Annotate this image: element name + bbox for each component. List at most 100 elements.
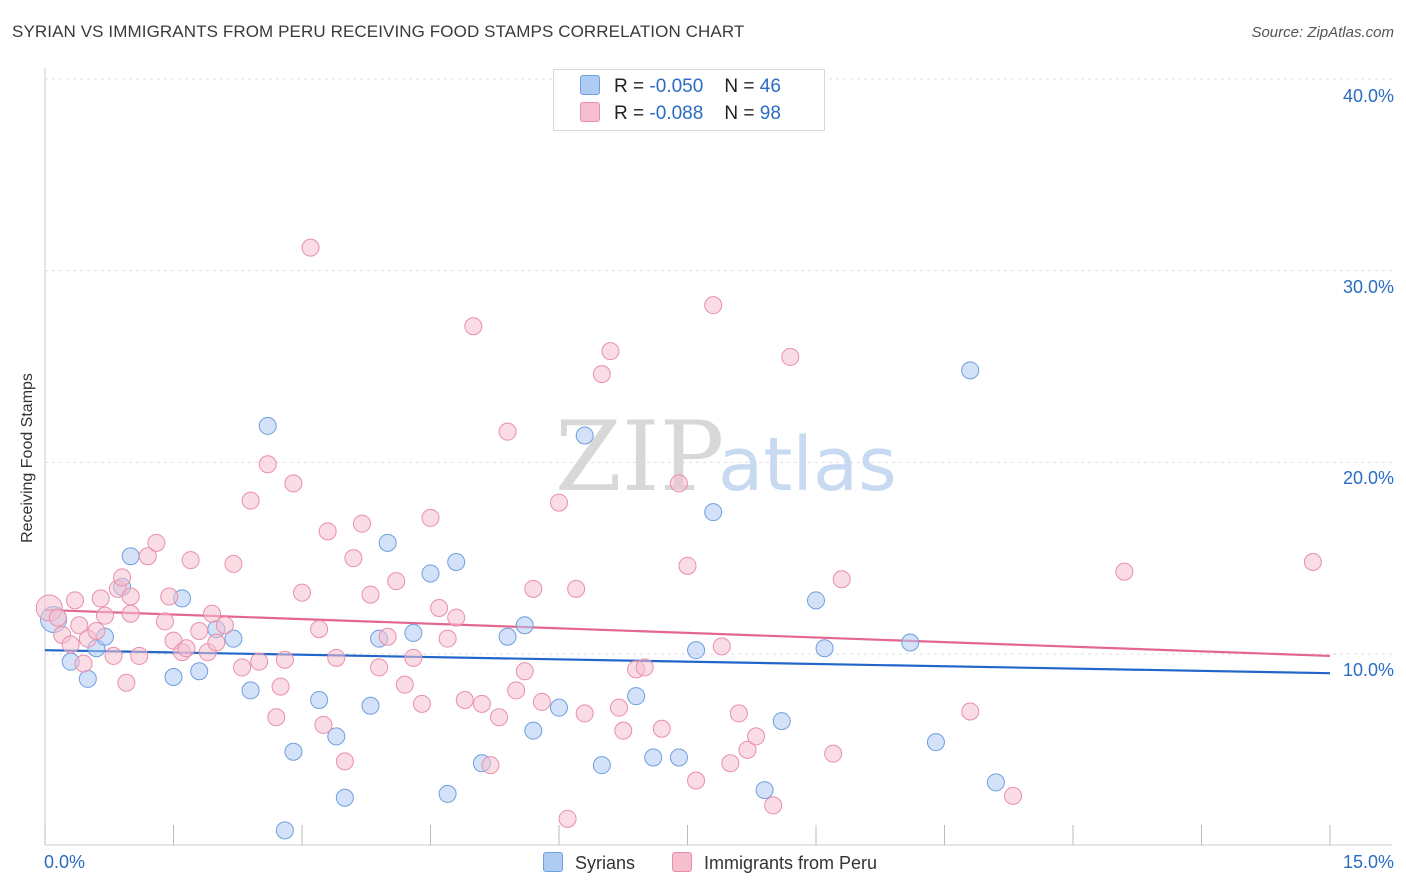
data-point-peru bbox=[147, 533, 166, 552]
data-point-peru bbox=[961, 702, 980, 721]
data-point-peru bbox=[404, 648, 423, 667]
data-point-peru bbox=[335, 752, 354, 771]
data-point-peru bbox=[70, 616, 89, 635]
data-point-peru bbox=[352, 514, 371, 533]
chart-title: SYRIAN VS IMMIGRANTS FROM PERU RECEIVING… bbox=[12, 22, 745, 41]
data-point-peru bbox=[738, 740, 757, 759]
data-point-syrians bbox=[704, 503, 723, 522]
data-point-peru bbox=[74, 654, 93, 673]
data-point-syrians bbox=[327, 727, 346, 746]
data-point-peru bbox=[203, 604, 222, 623]
data-point-peru bbox=[575, 704, 594, 723]
data-point-syrians bbox=[926, 733, 945, 752]
data-point-peru bbox=[472, 694, 491, 713]
data-point-peru bbox=[48, 608, 67, 627]
data-point-syrians bbox=[644, 748, 663, 767]
data-point-peru bbox=[1303, 553, 1322, 571]
legend-row-peru: R = -0.088 N = 98 bbox=[580, 102, 781, 125]
data-point-peru bbox=[177, 639, 196, 658]
data-point-peru bbox=[61, 635, 80, 654]
data-point-peru bbox=[515, 662, 534, 681]
data-point-peru bbox=[592, 365, 611, 384]
data-point-syrians bbox=[901, 633, 920, 652]
y-axis-label: Receiving Food Stamps bbox=[19, 373, 36, 543]
legend-row-syrians: R = -0.050 N = 46 bbox=[580, 75, 781, 98]
data-point-peru bbox=[181, 551, 200, 570]
data-point-peru bbox=[614, 721, 633, 740]
data-point-peru bbox=[284, 474, 303, 493]
legend-swatch-peru bbox=[580, 102, 600, 122]
data-point-syrians bbox=[310, 691, 329, 709]
series-peru bbox=[35, 238, 1322, 828]
data-point-peru bbox=[558, 809, 577, 828]
watermark: ZIP atlas bbox=[555, 401, 897, 513]
data-point-syrians bbox=[592, 756, 611, 775]
data-point-peru bbox=[490, 708, 509, 727]
data-point-peru bbox=[138, 547, 157, 566]
data-point-syrians bbox=[241, 681, 260, 700]
data-point-syrians bbox=[421, 564, 440, 583]
data-point-syrians bbox=[78, 669, 97, 688]
data-point-peru bbox=[824, 744, 843, 763]
data-point-peru bbox=[344, 549, 363, 568]
data-point-peru bbox=[721, 754, 740, 773]
data-point-peru bbox=[481, 756, 500, 775]
data-point-syrians bbox=[815, 639, 834, 658]
legend-r-label: R = bbox=[614, 103, 645, 124]
y-tick-label-40: 40.0% bbox=[1342, 86, 1394, 106]
data-point-peru bbox=[160, 587, 179, 606]
data-point-syrians bbox=[755, 781, 774, 800]
data-point-peru bbox=[91, 589, 110, 608]
data-point-syrians bbox=[550, 698, 568, 717]
data-point-peru bbox=[669, 474, 688, 493]
data-point-peru bbox=[412, 694, 431, 713]
data-point-peru bbox=[550, 493, 568, 512]
data-point-peru bbox=[117, 673, 136, 692]
x-tick-label-max: 15.0% bbox=[1342, 852, 1394, 872]
data-point-peru bbox=[233, 658, 252, 677]
data-point-syrians bbox=[284, 742, 303, 761]
data-point-peru bbox=[704, 296, 723, 315]
source-label: Source: ZipAtlas.com bbox=[1251, 24, 1394, 41]
data-point-peru bbox=[361, 585, 380, 604]
data-point-peru bbox=[430, 599, 449, 617]
data-point-peru bbox=[155, 612, 174, 631]
data-point-peru bbox=[447, 608, 466, 627]
data-point-syrians bbox=[361, 696, 380, 715]
data-point-syrians bbox=[404, 623, 423, 642]
data-point-syrians bbox=[627, 687, 646, 706]
data-point-peru bbox=[729, 704, 748, 723]
data-point-peru bbox=[764, 796, 783, 815]
data-point-syrians bbox=[807, 591, 825, 610]
legend-r-label: R = bbox=[614, 76, 645, 97]
bottom-legend-label-peru: Immigrants from Peru bbox=[704, 853, 878, 873]
data-point-syrians bbox=[961, 361, 980, 380]
data-point-peru bbox=[421, 508, 440, 527]
legend-n-label: N = bbox=[724, 103, 755, 124]
bottom-legend-swatch-peru bbox=[672, 852, 692, 872]
data-point-peru bbox=[207, 633, 226, 652]
data-point-peru bbox=[121, 604, 140, 623]
data-point-syrians bbox=[687, 641, 706, 660]
correlation-legend: R = -0.050 N = 46 R = -0.088 N = 98 bbox=[553, 69, 825, 131]
data-point-peru bbox=[601, 342, 620, 361]
data-point-syrians bbox=[335, 788, 354, 807]
data-point-peru bbox=[438, 629, 457, 648]
bottom-legend-label-syrians: Syrians bbox=[575, 853, 636, 873]
data-point-peru bbox=[455, 691, 474, 709]
watermark-zip: ZIP bbox=[555, 401, 724, 513]
data-point-syrians bbox=[986, 773, 1005, 792]
trend-line-peru bbox=[44, 608, 1331, 658]
data-point-peru bbox=[370, 658, 389, 677]
data-point-peru bbox=[524, 579, 543, 598]
data-point-peru bbox=[130, 646, 149, 665]
legend-n-syrians: 46 bbox=[759, 76, 781, 97]
data-point-peru bbox=[215, 616, 234, 635]
x-tick-label-min: 0.0% bbox=[44, 852, 86, 872]
data-point-peru bbox=[652, 719, 671, 738]
data-point-peru bbox=[241, 491, 260, 510]
data-point-peru bbox=[258, 455, 277, 474]
data-point-peru bbox=[687, 771, 706, 790]
data-point-peru bbox=[224, 554, 243, 573]
